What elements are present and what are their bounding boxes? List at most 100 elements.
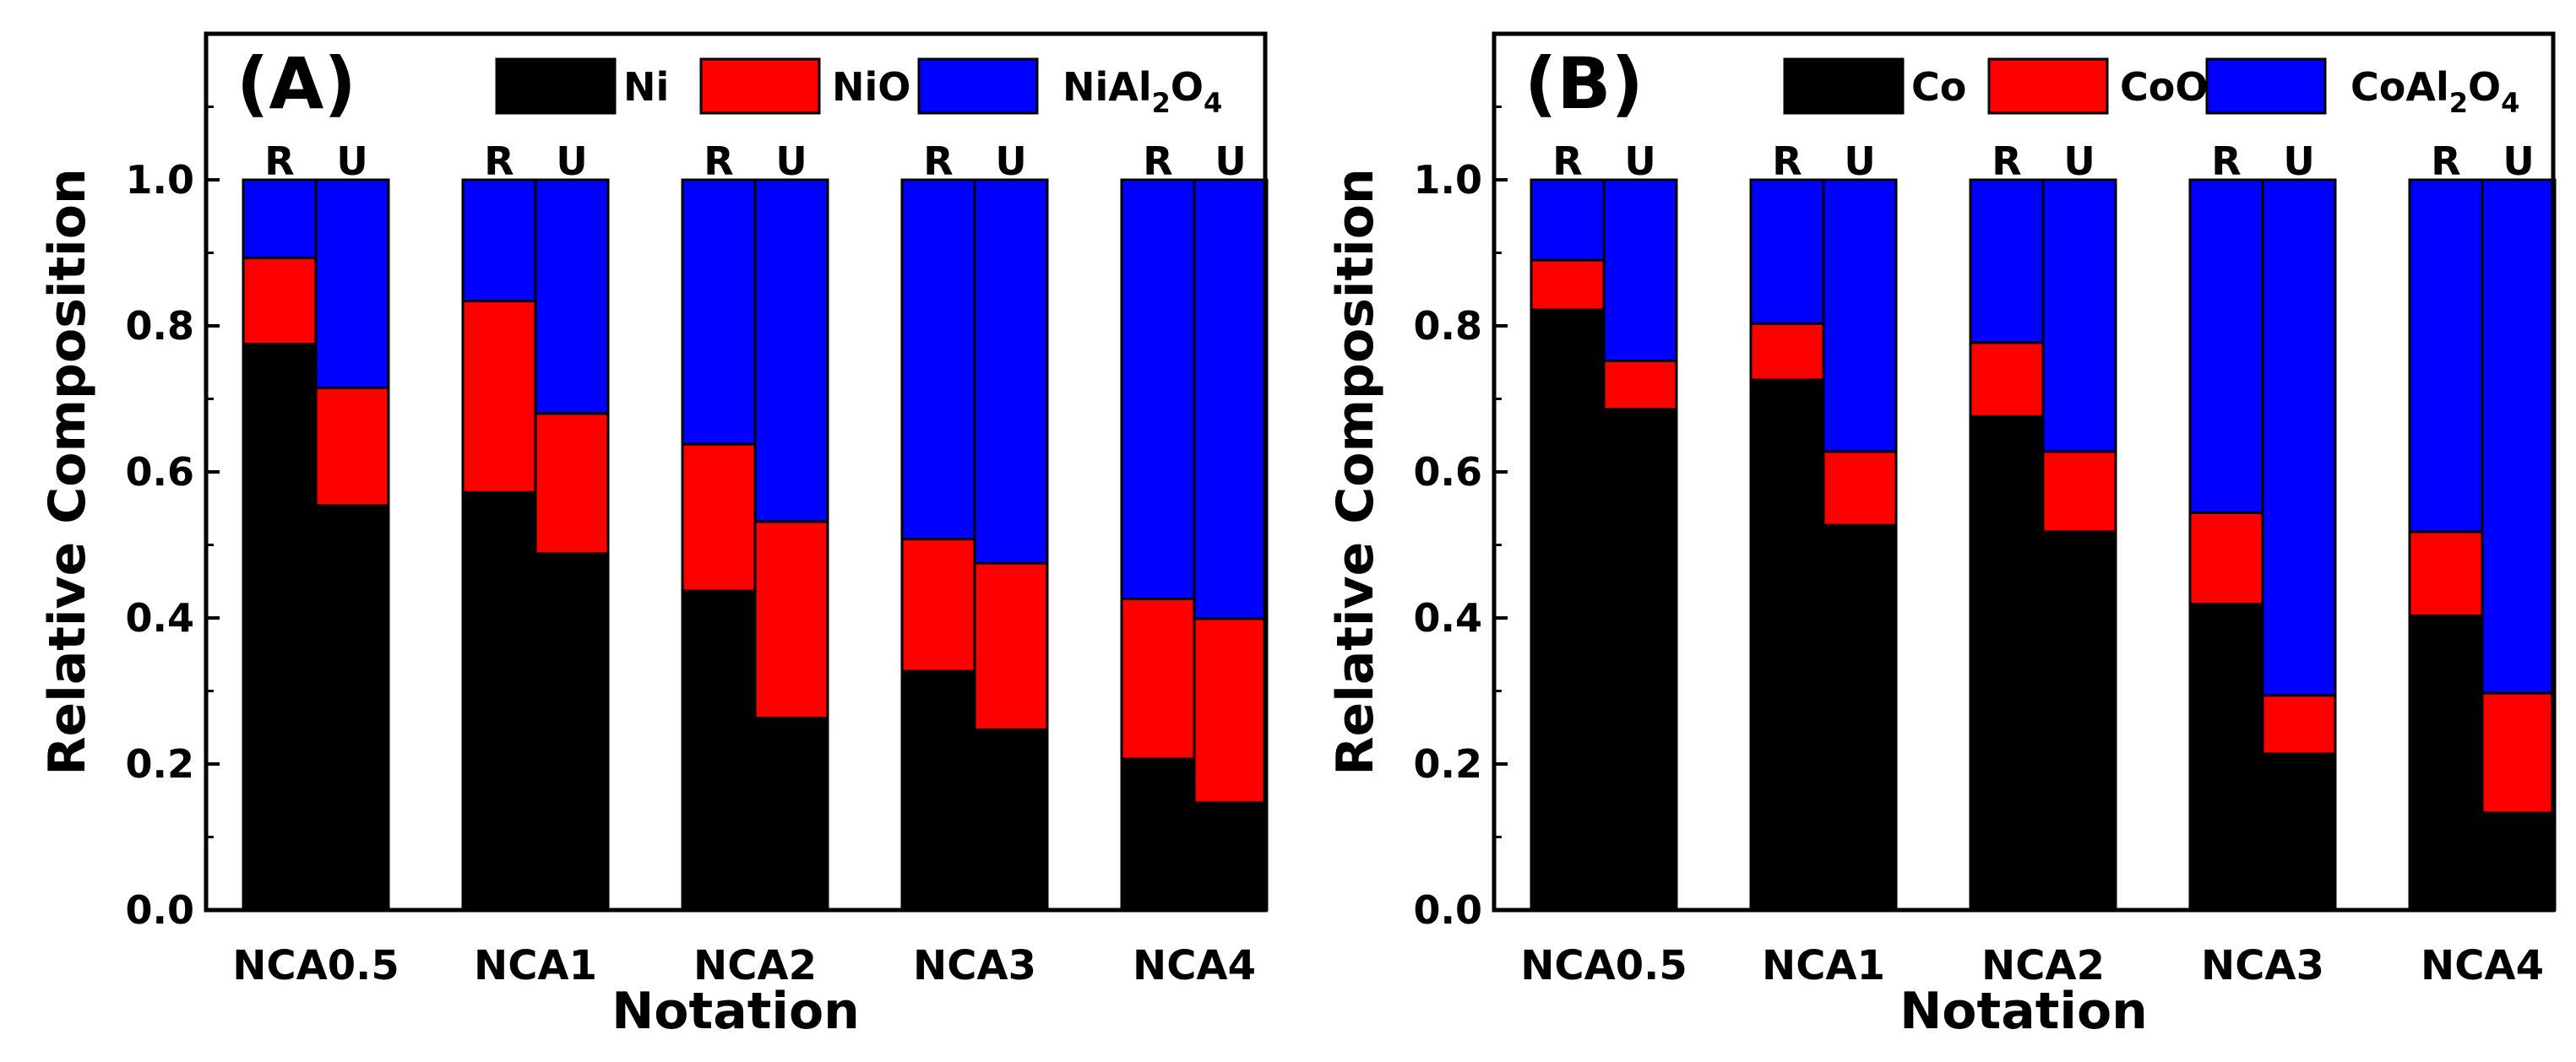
bar-nca2-r-co (1969, 415, 2045, 912)
bar-nca05-u-coo (1602, 360, 1678, 411)
bar-nca1-r-coal2o4 (1749, 178, 1825, 325)
subgroup-label: U (995, 138, 1026, 184)
bar-nca2-u-coal2o4 (2041, 178, 2117, 453)
subgroup-label: U (2063, 138, 2095, 184)
bar-nca05-u-co (1602, 408, 1678, 912)
legend-label-text: O (1171, 64, 1204, 110)
bar-nca3-u-nio (973, 561, 1049, 731)
x-tick-label: NCA1 (1762, 942, 1885, 989)
subgroup-label: R (484, 138, 514, 184)
bar-nca1-u-coal2o4 (1822, 178, 1898, 453)
bar-nca1-u-ni (534, 552, 610, 912)
bar-nca2-u-ni (753, 717, 829, 912)
legend-label-nial2o4: NiAl2O4 (1062, 64, 1222, 119)
bar-nca2-r-nio (681, 442, 757, 593)
legend-label-subscript: 4 (2501, 87, 2519, 119)
bar-nca3-u-nial2o4 (973, 178, 1049, 565)
legend-label-main: Ni (623, 64, 669, 110)
legend-swatch-coal2o4 (2205, 57, 2327, 115)
bar-nca4-u-coo (2481, 691, 2557, 815)
panel-label: (B) (1524, 42, 1644, 125)
bar-nca4-u-nial2o4 (1193, 178, 1269, 620)
y-tick-label: 0.8 (1414, 303, 1483, 349)
y-tick-label: 1.0 (1414, 157, 1483, 203)
x-tick-label: NCA0.5 (232, 942, 399, 989)
legend-label-subscript: 2 (2449, 87, 2468, 119)
subgroup-label: U (556, 138, 587, 184)
bar-nca2-r-coo (1969, 341, 2045, 418)
y-tick-label: 0.2 (1414, 741, 1483, 787)
y-tick-label: 1.0 (126, 157, 195, 203)
bar-nca3-u-coo (2261, 694, 2337, 756)
bar-nca2-u-nial2o4 (753, 178, 829, 523)
bar-nca4-r-co (2408, 614, 2484, 912)
y-tick-label: 0.4 (126, 595, 195, 641)
bar-nca2-u-co (2041, 530, 2117, 912)
bar-nca3-r-coo (2188, 511, 2264, 606)
legend-label-subscript: 4 (1204, 87, 1222, 119)
subgroup-label: R (1992, 138, 2021, 184)
y-tick-label: 0.6 (1414, 449, 1483, 495)
bar-nca05-r-ni (242, 343, 318, 912)
y-tick-label: 0.0 (1414, 887, 1483, 933)
legend-swatch-co (1783, 57, 1905, 115)
y-tick-label: 0.8 (126, 303, 195, 349)
x-tick-label: NCA4 (2421, 942, 2544, 989)
legend-label-ni: Ni (623, 64, 669, 110)
bar-nca1-u-coo (1822, 450, 1898, 527)
bar-nca2-u-nio (753, 520, 829, 720)
x-tick-label: NCA4 (1133, 942, 1256, 989)
bar-nca05-r-co (1530, 308, 1606, 912)
bar-nca05-u-ni (314, 504, 390, 912)
subgroup-label: U (1215, 138, 1246, 184)
legend-swatch-nio (699, 57, 821, 115)
x-tick-label: NCA1 (474, 942, 597, 989)
bar-nca1-r-nial2o4 (461, 178, 537, 303)
bar-nca3-r-ni (900, 669, 976, 912)
bar-nca05-r-nio (242, 257, 318, 346)
bar-nca1-r-nio (461, 300, 537, 494)
bar-nca3-u-ni (973, 728, 1049, 912)
legend-label-coo: CoO (2120, 64, 2208, 110)
bar-nca1-u-co (1822, 523, 1898, 912)
subgroup-label: U (2503, 138, 2534, 184)
bar-nca1-r-ni (461, 490, 537, 912)
legend-label-co: Co (1911, 64, 1966, 110)
x-tick-label: NCA3 (2201, 942, 2324, 989)
subgroup-label: R (704, 138, 733, 184)
y-axis-title: Relative Composition (1326, 168, 1385, 775)
legend-label-subscript: 2 (1152, 87, 1171, 119)
bar-nca4-r-coo (2408, 530, 2484, 617)
bar-nca2-u-coo (2041, 450, 2117, 534)
y-tick-label: 0.4 (1414, 595, 1483, 641)
subgroup-label: U (2283, 138, 2314, 184)
bar-nca3-u-coal2o4 (2261, 178, 2337, 697)
subgroup-label: U (1624, 138, 1655, 184)
bar-nca4-r-ni (1120, 757, 1196, 912)
bar-nca4-r-nial2o4 (1120, 178, 1196, 601)
x-tick-label: NCA0.5 (1520, 942, 1687, 989)
bar-nca05-u-coal2o4 (1602, 178, 1678, 363)
bar-nca1-u-nial2o4 (534, 178, 610, 415)
panel-label: (A) (236, 42, 356, 125)
legend-swatch-ni (495, 57, 617, 115)
bar-nca3-r-co (2188, 603, 2264, 912)
legend-label-main: NiAl (1062, 64, 1152, 110)
x-tick-label: NCA2 (693, 942, 817, 989)
subgroup-label: R (2431, 138, 2460, 184)
y-tick-label: 0.0 (126, 887, 195, 933)
bar-nca05-r-nial2o4 (242, 178, 318, 260)
x-axis-title: Notation (1899, 982, 2148, 1041)
bar-nca2-r-nial2o4 (681, 178, 757, 446)
bars-group (242, 178, 1269, 912)
bar-nca05-r-coo (1530, 258, 1606, 312)
subgroup-label: R (264, 138, 294, 184)
bar-nca2-r-coal2o4 (1969, 178, 2045, 344)
bar-nca4-u-nio (1193, 617, 1269, 805)
bar-nca3-r-nio (900, 538, 976, 673)
y-axis-title: Relative Composition (38, 168, 97, 775)
bar-nca3-u-co (2261, 752, 2337, 912)
subgroup-label: U (1844, 138, 1875, 184)
legend-label-text: O (2468, 64, 2501, 110)
